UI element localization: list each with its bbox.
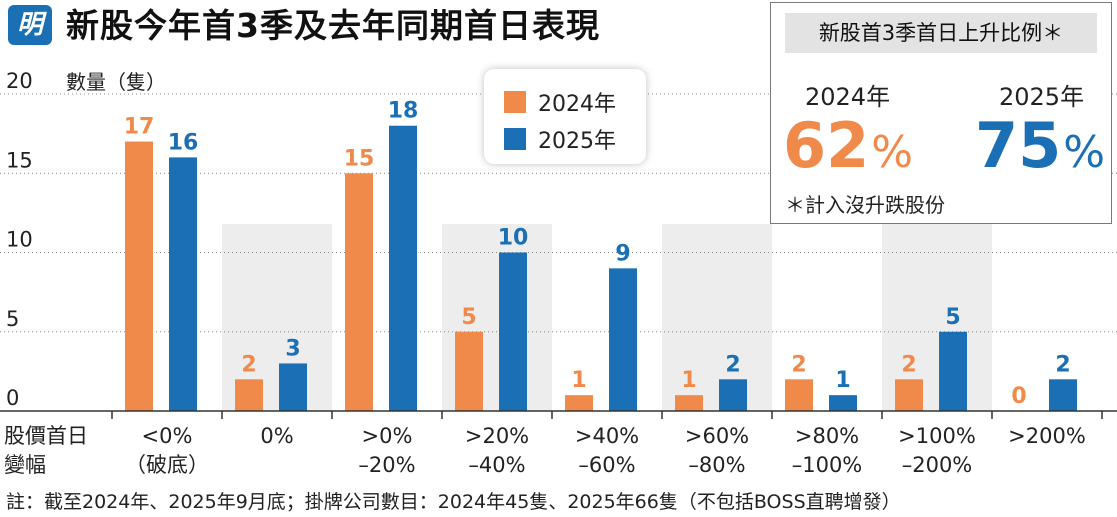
data-label-2024: 2	[791, 352, 806, 377]
x-axis-title-line2: 變幅	[4, 453, 46, 477]
x-tick-labels: <0% （破底） 0% >0% –20% >20% –40% >40% –60% >60% –80%…	[4, 424, 1086, 477]
data-label-2024: 15	[344, 146, 375, 171]
x-tick-label: <0%	[142, 424, 193, 448]
data-label-2024: 2	[241, 352, 256, 377]
y-tick-label: 20	[6, 69, 33, 93]
data-label-2024: 2	[901, 352, 916, 377]
data-label-2025: 2	[1055, 352, 1070, 377]
y-tick-label: 5	[6, 307, 19, 331]
legend: 2024年 2025年	[484, 69, 646, 164]
inset-percent-2024-value: 62	[783, 109, 870, 182]
inset-note: ＊計入沒升跌股份	[785, 193, 945, 217]
data-labels: 17 16 2 3 15 18 5 10 1 9 1 2 2 1 2 5 0 2	[124, 99, 1071, 409]
data-label-2025: 16	[168, 130, 199, 155]
data-label-2025: 10	[498, 226, 529, 251]
data-label-2024: 5	[461, 305, 476, 330]
legend-label-2025: 2025年	[538, 129, 616, 154]
x-tick-label: –100%	[792, 453, 863, 477]
x-tick-label: >60%	[685, 424, 749, 448]
y-tick-labels: 0 5 10 15 20	[6, 69, 33, 410]
x-axis-title-line1: 股價首日	[4, 424, 88, 448]
x-tick-label: 0%	[260, 424, 293, 448]
mingpao-logo: 明	[8, 5, 52, 45]
bar-2024	[455, 331, 483, 411]
data-label-2024: 1	[571, 368, 586, 393]
bar-2025	[609, 268, 637, 411]
rise-ratio-inset: 新股首3季首日上升比例＊ 2024年 2025年 62% 75% ＊計入沒升跌股…	[770, 2, 1112, 224]
bar-2024	[565, 395, 593, 411]
x-tick-label: –200%	[902, 453, 973, 477]
data-label-2024: 1	[681, 368, 696, 393]
bar-2024	[345, 173, 373, 411]
y-tick-label: 10	[6, 228, 33, 252]
x-axis	[0, 410, 1117, 419]
bars	[125, 125, 1077, 412]
x-tick-label: >100%	[898, 424, 976, 448]
legend-swatch-2024	[504, 91, 526, 113]
x-tick-label: –60%	[578, 453, 635, 477]
data-label-2025: 2	[725, 352, 740, 377]
inset-percent-2025-sign: %	[1063, 127, 1106, 178]
bar-2025	[389, 125, 417, 411]
legend-item-2025: 2025年	[504, 123, 616, 155]
bar-2025	[939, 331, 967, 411]
data-label-2025: 9	[615, 241, 630, 266]
inset-year-2024: 2024年	[805, 83, 891, 111]
legend-label-2024: 2024年	[538, 92, 616, 117]
bar-2025	[279, 363, 307, 411]
footnote: 註：截至2024年、2025年9月底；掛牌公司數目：2024年45隻、2025年…	[6, 491, 901, 513]
x-tick-label: >0%	[362, 424, 413, 448]
x-tick-label: >40%	[575, 424, 639, 448]
data-label-2025: 3	[285, 336, 300, 361]
x-tick-label: >20%	[465, 424, 529, 448]
data-label-2025: 18	[388, 99, 419, 124]
y-axis-label: 數量（隻）	[66, 70, 166, 94]
legend-item-2024: 2024年	[504, 86, 616, 118]
x-tick-label: –80%	[688, 453, 745, 477]
bar-2024	[785, 379, 813, 411]
bar-2025	[719, 379, 747, 411]
bar-2024	[675, 395, 703, 411]
x-tick-label: >200%	[1008, 424, 1086, 448]
category-band	[662, 224, 772, 411]
data-label-2025: 1	[835, 368, 850, 393]
chart-title: 新股今年首3季及去年同期首日表現	[66, 6, 600, 45]
inset-year-2025: 2025年	[999, 83, 1085, 111]
legend-swatch-2025	[504, 128, 526, 150]
y-tick-label: 0	[6, 386, 19, 410]
x-tick-label: >80%	[795, 424, 859, 448]
bar-2025	[169, 157, 197, 411]
inset-percent-2024: 62%	[783, 111, 913, 188]
inset-percent-2025: 75%	[975, 111, 1105, 188]
y-tick-label: 15	[6, 148, 33, 172]
bar-2024	[125, 141, 153, 412]
inset-percent-2024-sign: %	[871, 127, 914, 178]
x-tick-label: –20%	[358, 453, 415, 477]
x-tick-label: –40%	[468, 453, 525, 477]
bar-2025	[1049, 379, 1077, 411]
bar-2025	[499, 252, 527, 411]
bar-2024	[235, 379, 263, 411]
data-label-2024: 17	[124, 115, 155, 140]
data-label-2025: 5	[945, 305, 960, 330]
bar-2025	[829, 395, 857, 411]
x-tick-label: （破底）	[125, 453, 209, 477]
inset-header: 新股首3季首日上升比例＊	[785, 13, 1097, 53]
data-label-2024: 0	[1011, 384, 1026, 409]
bar-2024	[895, 379, 923, 411]
inset-percent-2025-value: 75	[975, 109, 1062, 182]
